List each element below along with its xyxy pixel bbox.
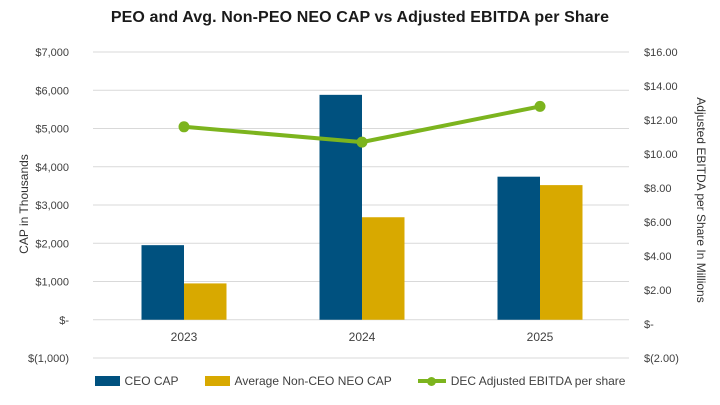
right-axis-tick-label: $10.00: [644, 149, 678, 161]
legend: CEO CAP Average Non-CEO NEO CAP DEC Adju…: [0, 370, 720, 392]
avg-non-ceo-neo-cap-swatch-icon: [204, 376, 230, 386]
legend-item-ceo-cap: CEO CAP: [94, 374, 179, 388]
left-axis-tick-label: $4,000: [35, 162, 69, 174]
legend-label: Average Non-CEO NEO CAP: [234, 374, 392, 388]
left-axis-tick-label: $6,000: [35, 85, 69, 97]
ceo-cap-bar-2024: [319, 94, 362, 320]
right-axis-tick-label: $14.00: [644, 81, 678, 93]
legend-label: DEC Adjusted EBITDA per share: [450, 374, 626, 388]
right-axis-tick-label: $12.00: [644, 115, 678, 127]
left-axis-tick-label: $5,000: [35, 124, 69, 136]
left-axis-tick-label: $1,000: [35, 277, 69, 289]
left-axis-tick-label: $(1,000): [28, 353, 69, 365]
legend-item-avg-non-ceo-neo-cap: Average Non-CEO NEO CAP: [204, 374, 392, 388]
category-label-2024: 2024: [349, 330, 376, 344]
ceo-cap-swatch-icon: [94, 376, 120, 386]
category-label-2023: 2023: [171, 330, 198, 344]
right-axis-tick-label: $-: [644, 319, 654, 331]
average-non-ceo-neo-cap-bar-2025: [540, 185, 583, 320]
category-label-2025: 2025: [527, 330, 554, 344]
left-axis-tick-label: $2,000: [35, 238, 69, 250]
left-axis-tick-label: $7,000: [35, 47, 69, 59]
dec-adjusted-ebitda-per-share-marker-2025: [534, 100, 546, 112]
dec-adjusted-ebitda-per-share-marker-2023: [178, 121, 190, 133]
average-non-ceo-neo-cap-bar-2023: [184, 283, 227, 320]
right-axis-tick-label: $4.00: [644, 251, 672, 263]
right-axis-tick-label: $(2.00): [644, 353, 679, 365]
right-axis-tick-label: $6.00: [644, 217, 672, 229]
ceo-cap-bar-2025: [497, 176, 540, 320]
chart-title: PEO and Avg. Non-PEO NEO CAP vs Adjusted…: [110, 9, 610, 26]
legend-label: CEO CAP: [124, 374, 179, 388]
ebitda-line-swatch-icon: [417, 376, 446, 386]
right-axis-tick-label: $8.00: [644, 183, 672, 195]
legend-item-dec-adjusted-ebitda: DEC Adjusted EBITDA per share: [417, 374, 626, 388]
ceo-cap-bar-2023: [141, 245, 184, 320]
left-axis-tick-label: $-: [59, 315, 69, 327]
left-axis-tick-label: $3,000: [35, 200, 69, 212]
dec-adjusted-ebitda-per-share-marker-2024: [356, 136, 368, 148]
right-axis-tick-label: $16.00: [644, 47, 678, 59]
average-non-ceo-neo-cap-bar-2024: [362, 217, 405, 320]
right-axis-tick-label: $2.00: [644, 285, 672, 297]
